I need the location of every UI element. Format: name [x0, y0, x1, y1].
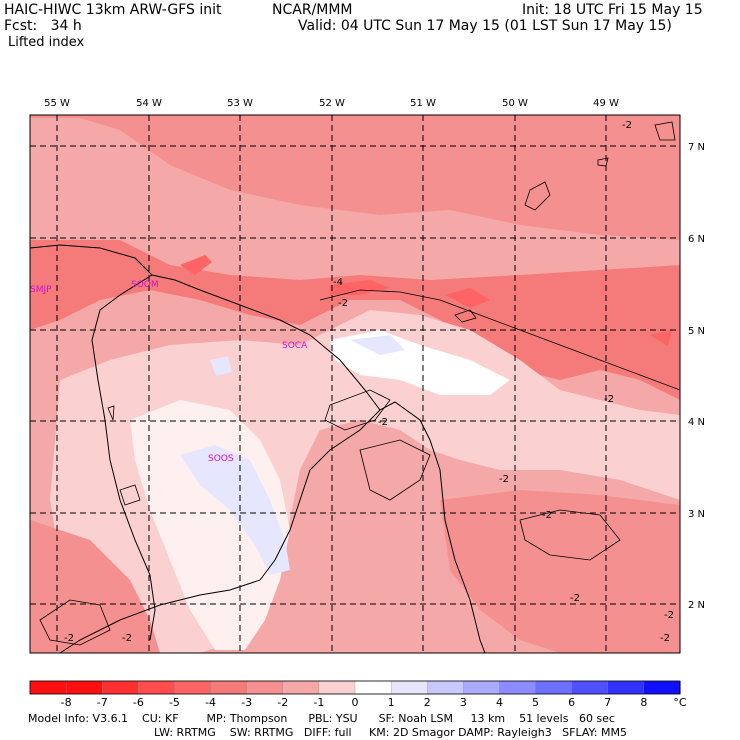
colorbar-swatch	[102, 680, 139, 695]
contour-label: -2	[64, 633, 74, 644]
lat-label: 6 N	[688, 234, 705, 245]
footer-model-info: Model Info: V3.6.1 CU: KF MP: Thompson P…	[28, 712, 615, 725]
lifted-index-field	[30, 115, 680, 653]
colorbar-swatch	[210, 680, 248, 695]
contour-label: -2	[660, 633, 670, 644]
colorbar	[29, 680, 681, 695]
colorbar-swatch	[29, 680, 67, 695]
colorbar-swatch	[607, 680, 645, 695]
colorbar-tick-label: -1	[313, 696, 325, 709]
lat-label: 5 N	[688, 326, 705, 337]
colorbar-swatch	[65, 680, 103, 695]
longitude-labels: 55 W 54 W 53 W 52 W 51 W 50 W 49 W	[44, 98, 619, 109]
colorbar-tick-label: -7	[96, 696, 108, 709]
colorbar-swatch	[246, 680, 284, 695]
station-label-soos: SOOS	[208, 454, 234, 464]
colorbar-tick-label: 2	[423, 696, 431, 709]
colorbar-tick-label: 7	[604, 696, 612, 709]
colorbar-swatch	[282, 680, 320, 695]
colorbar-swatch	[463, 680, 501, 695]
map-frame	[29, 114, 681, 654]
colorbar-tick-label: -8	[60, 696, 72, 709]
latitude-labels: 7 N 6 N 5 N 4 N 3 N 2 N	[688, 142, 705, 611]
station-labels: SMJP SOOM SOCA SOOS	[30, 280, 308, 464]
contour-label: -2	[664, 610, 674, 621]
station-label-soom: SOOM	[131, 280, 159, 290]
colorbar-tick-label: -6	[132, 696, 144, 709]
colorbar-unit: °C	[673, 696, 687, 709]
lon-label: 50 W	[502, 98, 528, 109]
colorbar-swatch	[571, 680, 609, 695]
contour-label: -2	[604, 394, 614, 405]
colorbar-tick-label: -4	[205, 696, 217, 709]
colorbar-tick-label: -3	[241, 696, 253, 709]
valid-time: Valid: 04 UTC Sun 17 May 15 (01 LST Sun …	[298, 18, 672, 34]
colorbar-tick-label: -5	[168, 696, 180, 709]
footer-physics-info: LW: RRTMG SW: RRTMG DIFF: full KM: 2D Sm…	[154, 726, 627, 739]
forecast-hour: Fcst: 34 h	[4, 18, 82, 34]
colorbar-swatch	[535, 680, 573, 695]
lon-label: 49 W	[593, 98, 619, 109]
contour-label: -4	[333, 277, 343, 288]
colorbar-tick-label: 6	[568, 696, 576, 709]
lon-label: 52 W	[319, 98, 345, 109]
contour-label: -2	[570, 593, 580, 604]
contour-label: -2	[378, 417, 388, 428]
colorbar-swatch	[318, 680, 356, 695]
lon-label: 55 W	[44, 98, 70, 109]
colorbar-swatch	[174, 680, 212, 695]
contour-label: -2	[542, 510, 552, 521]
model-title: HAIC-HIWC 13km ARW-GFS init	[4, 2, 222, 18]
station-label-smjp: SMJP	[30, 285, 52, 295]
coastlines-borders	[29, 244, 486, 654]
colorbar-tick-label: 4	[495, 696, 503, 709]
lon-label: 51 W	[410, 98, 436, 109]
contour-label: -2	[122, 633, 132, 644]
field-name: Lifted index	[8, 35, 85, 50]
contour-lines	[39, 121, 681, 646]
contour-label: -2	[338, 298, 348, 309]
colorbar-tick-label: 1	[387, 696, 395, 709]
colorbar-swatch	[354, 680, 392, 695]
station-label-soca: SOCA	[282, 341, 308, 351]
lat-label: 3 N	[688, 509, 705, 520]
colorbar-swatch	[427, 680, 464, 695]
colorbar-tick-label: 5	[532, 696, 540, 709]
colorbar-tick-label: 8	[640, 696, 648, 709]
contour-label-group: -2 -4 -2 -2 -2 -2 -2 -2 -2 -2 -2 -2	[64, 120, 674, 644]
lat-label: 4 N	[688, 417, 705, 428]
lat-label: 7 N	[688, 142, 705, 153]
colorbar-tick-label: 3	[459, 696, 467, 709]
contour-label: -2	[622, 120, 632, 131]
init-time: Init: 18 UTC Fri 15 May 15	[522, 2, 703, 18]
lon-label: 53 W	[227, 98, 253, 109]
colorbar-swatch	[643, 680, 681, 695]
colorbar-tick-label: 0	[351, 696, 359, 709]
lat-label: 2 N	[688, 600, 705, 611]
colorbar-swatch	[390, 680, 428, 695]
colorbar-swatch	[499, 680, 537, 695]
organization: NCAR/MMM	[272, 2, 353, 18]
colorbar-tick-label: -2	[277, 696, 289, 709]
colorbar-swatch	[138, 680, 176, 695]
lon-label: 54 W	[136, 98, 162, 109]
contour-label: -2	[499, 474, 509, 485]
graticule	[30, 115, 680, 653]
